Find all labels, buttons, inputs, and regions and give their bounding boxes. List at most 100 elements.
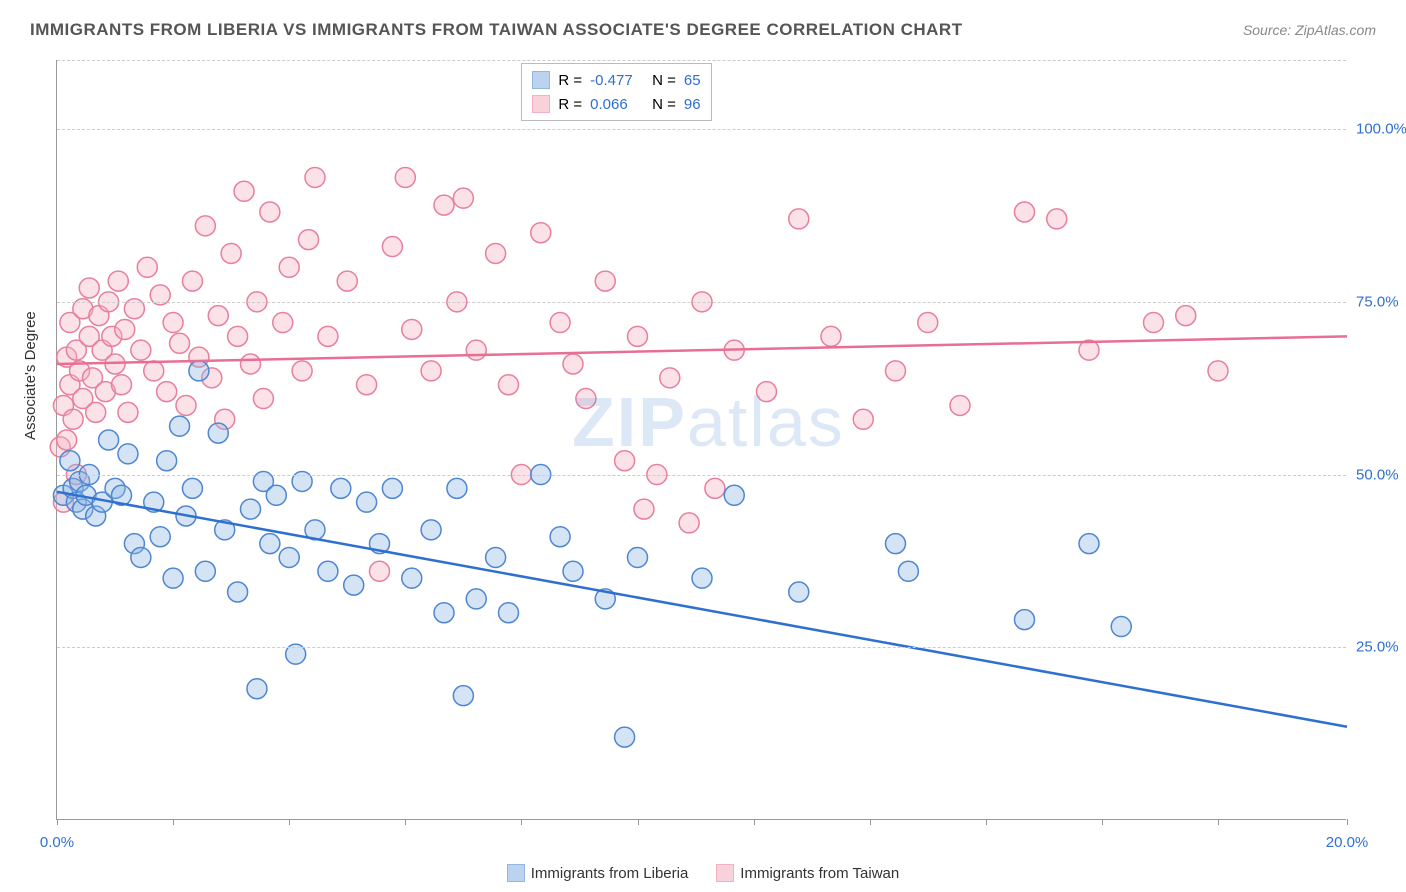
- point-taiwan: [1144, 313, 1164, 333]
- point-taiwan: [434, 195, 454, 215]
- series-legend-item: Immigrants from Liberia: [507, 864, 689, 882]
- legend-swatch: [532, 71, 550, 89]
- point-taiwan: [705, 478, 725, 498]
- point-liberia: [247, 679, 267, 699]
- x-tick-mark: [173, 819, 174, 825]
- chart-plot-area: ZIPatlas R =-0.477N =65R =0.066N =96 25.…: [56, 60, 1346, 820]
- point-taiwan: [337, 271, 357, 291]
- point-taiwan: [1176, 306, 1196, 326]
- x-tick-mark: [1347, 819, 1348, 825]
- point-taiwan: [273, 313, 293, 333]
- legend-r-value: -0.477: [590, 72, 644, 89]
- legend-r-value: 0.066: [590, 96, 644, 113]
- point-taiwan: [615, 451, 635, 471]
- gridline-h: [57, 647, 1346, 648]
- y-tick-label: 25.0%: [1356, 639, 1406, 656]
- legend-n-value: 65: [684, 72, 701, 89]
- correlation-legend: R = -0.477 N = 65 R = 0.066 N = 96: [521, 63, 711, 121]
- point-taiwan: [789, 209, 809, 229]
- point-taiwan: [241, 354, 261, 374]
- point-liberia: [486, 547, 506, 567]
- series-legend-label: Immigrants from Liberia: [531, 865, 689, 882]
- legend-swatch: [532, 95, 550, 113]
- point-taiwan: [86, 402, 106, 422]
- point-liberia: [628, 547, 648, 567]
- point-taiwan: [176, 395, 196, 415]
- point-liberia: [1015, 610, 1035, 630]
- legend-swatch: [507, 864, 525, 882]
- point-liberia: [195, 561, 215, 581]
- x-tick-label: 20.0%: [1326, 834, 1369, 851]
- point-liberia: [99, 430, 119, 450]
- point-liberia: [466, 589, 486, 609]
- point-taiwan: [395, 167, 415, 187]
- legend-r-label: R =: [558, 96, 582, 113]
- point-taiwan: [1208, 361, 1228, 381]
- point-taiwan: [170, 333, 190, 353]
- point-taiwan: [163, 313, 183, 333]
- point-taiwan: [421, 361, 441, 381]
- point-liberia: [453, 686, 473, 706]
- point-taiwan: [757, 382, 777, 402]
- legend-n-value: 96: [684, 96, 701, 113]
- point-taiwan: [918, 313, 938, 333]
- point-taiwan: [453, 188, 473, 208]
- point-taiwan: [144, 361, 164, 381]
- point-taiwan: [318, 326, 338, 346]
- point-liberia: [499, 603, 519, 623]
- point-liberia: [163, 568, 183, 588]
- point-taiwan: [79, 278, 99, 298]
- series-legend-label: Immigrants from Taiwan: [740, 865, 899, 882]
- point-taiwan: [253, 389, 273, 409]
- point-liberia: [434, 603, 454, 623]
- legend-n-label: N =: [652, 72, 676, 89]
- point-liberia: [60, 451, 80, 471]
- point-liberia: [357, 492, 377, 512]
- point-taiwan: [221, 243, 241, 263]
- point-taiwan: [182, 271, 202, 291]
- point-liberia: [898, 561, 918, 581]
- point-taiwan: [195, 216, 215, 236]
- x-tick-mark: [289, 819, 290, 825]
- point-taiwan: [1015, 202, 1035, 222]
- point-taiwan: [853, 409, 873, 429]
- x-tick-label: 0.0%: [40, 834, 74, 851]
- trendline-taiwan: [57, 336, 1347, 364]
- point-taiwan: [466, 340, 486, 360]
- x-tick-mark: [986, 819, 987, 825]
- point-taiwan: [157, 382, 177, 402]
- point-liberia: [266, 485, 286, 505]
- scatter-plot-svg: [57, 60, 1346, 819]
- point-taiwan: [228, 326, 248, 346]
- point-taiwan: [305, 167, 325, 187]
- point-liberia: [724, 485, 744, 505]
- point-taiwan: [118, 402, 138, 422]
- gridline-h: [57, 302, 1346, 303]
- legend-row: R = 0.066 N = 96: [532, 92, 700, 116]
- point-liberia: [1079, 534, 1099, 554]
- point-taiwan: [402, 319, 422, 339]
- point-liberia: [170, 416, 190, 436]
- legend-r-label: R =: [558, 72, 582, 89]
- point-taiwan: [595, 271, 615, 291]
- point-taiwan: [279, 257, 299, 277]
- point-liberia: [550, 527, 570, 547]
- point-taiwan: [208, 306, 228, 326]
- point-taiwan: [486, 243, 506, 263]
- point-liberia: [131, 547, 151, 567]
- point-taiwan: [108, 271, 128, 291]
- source-attribution: Source: ZipAtlas.com: [1243, 22, 1376, 38]
- point-liberia: [447, 478, 467, 498]
- y-tick-label: 100.0%: [1356, 121, 1406, 138]
- point-liberia: [318, 561, 338, 581]
- legend-n-label: N =: [652, 96, 676, 113]
- point-liberia: [182, 478, 202, 498]
- x-tick-mark: [1218, 819, 1219, 825]
- point-taiwan: [950, 395, 970, 415]
- point-liberia: [208, 423, 228, 443]
- point-taiwan: [821, 326, 841, 346]
- x-tick-mark: [1102, 819, 1103, 825]
- point-taiwan: [57, 430, 77, 450]
- point-liberia: [886, 534, 906, 554]
- point-taiwan: [112, 375, 132, 395]
